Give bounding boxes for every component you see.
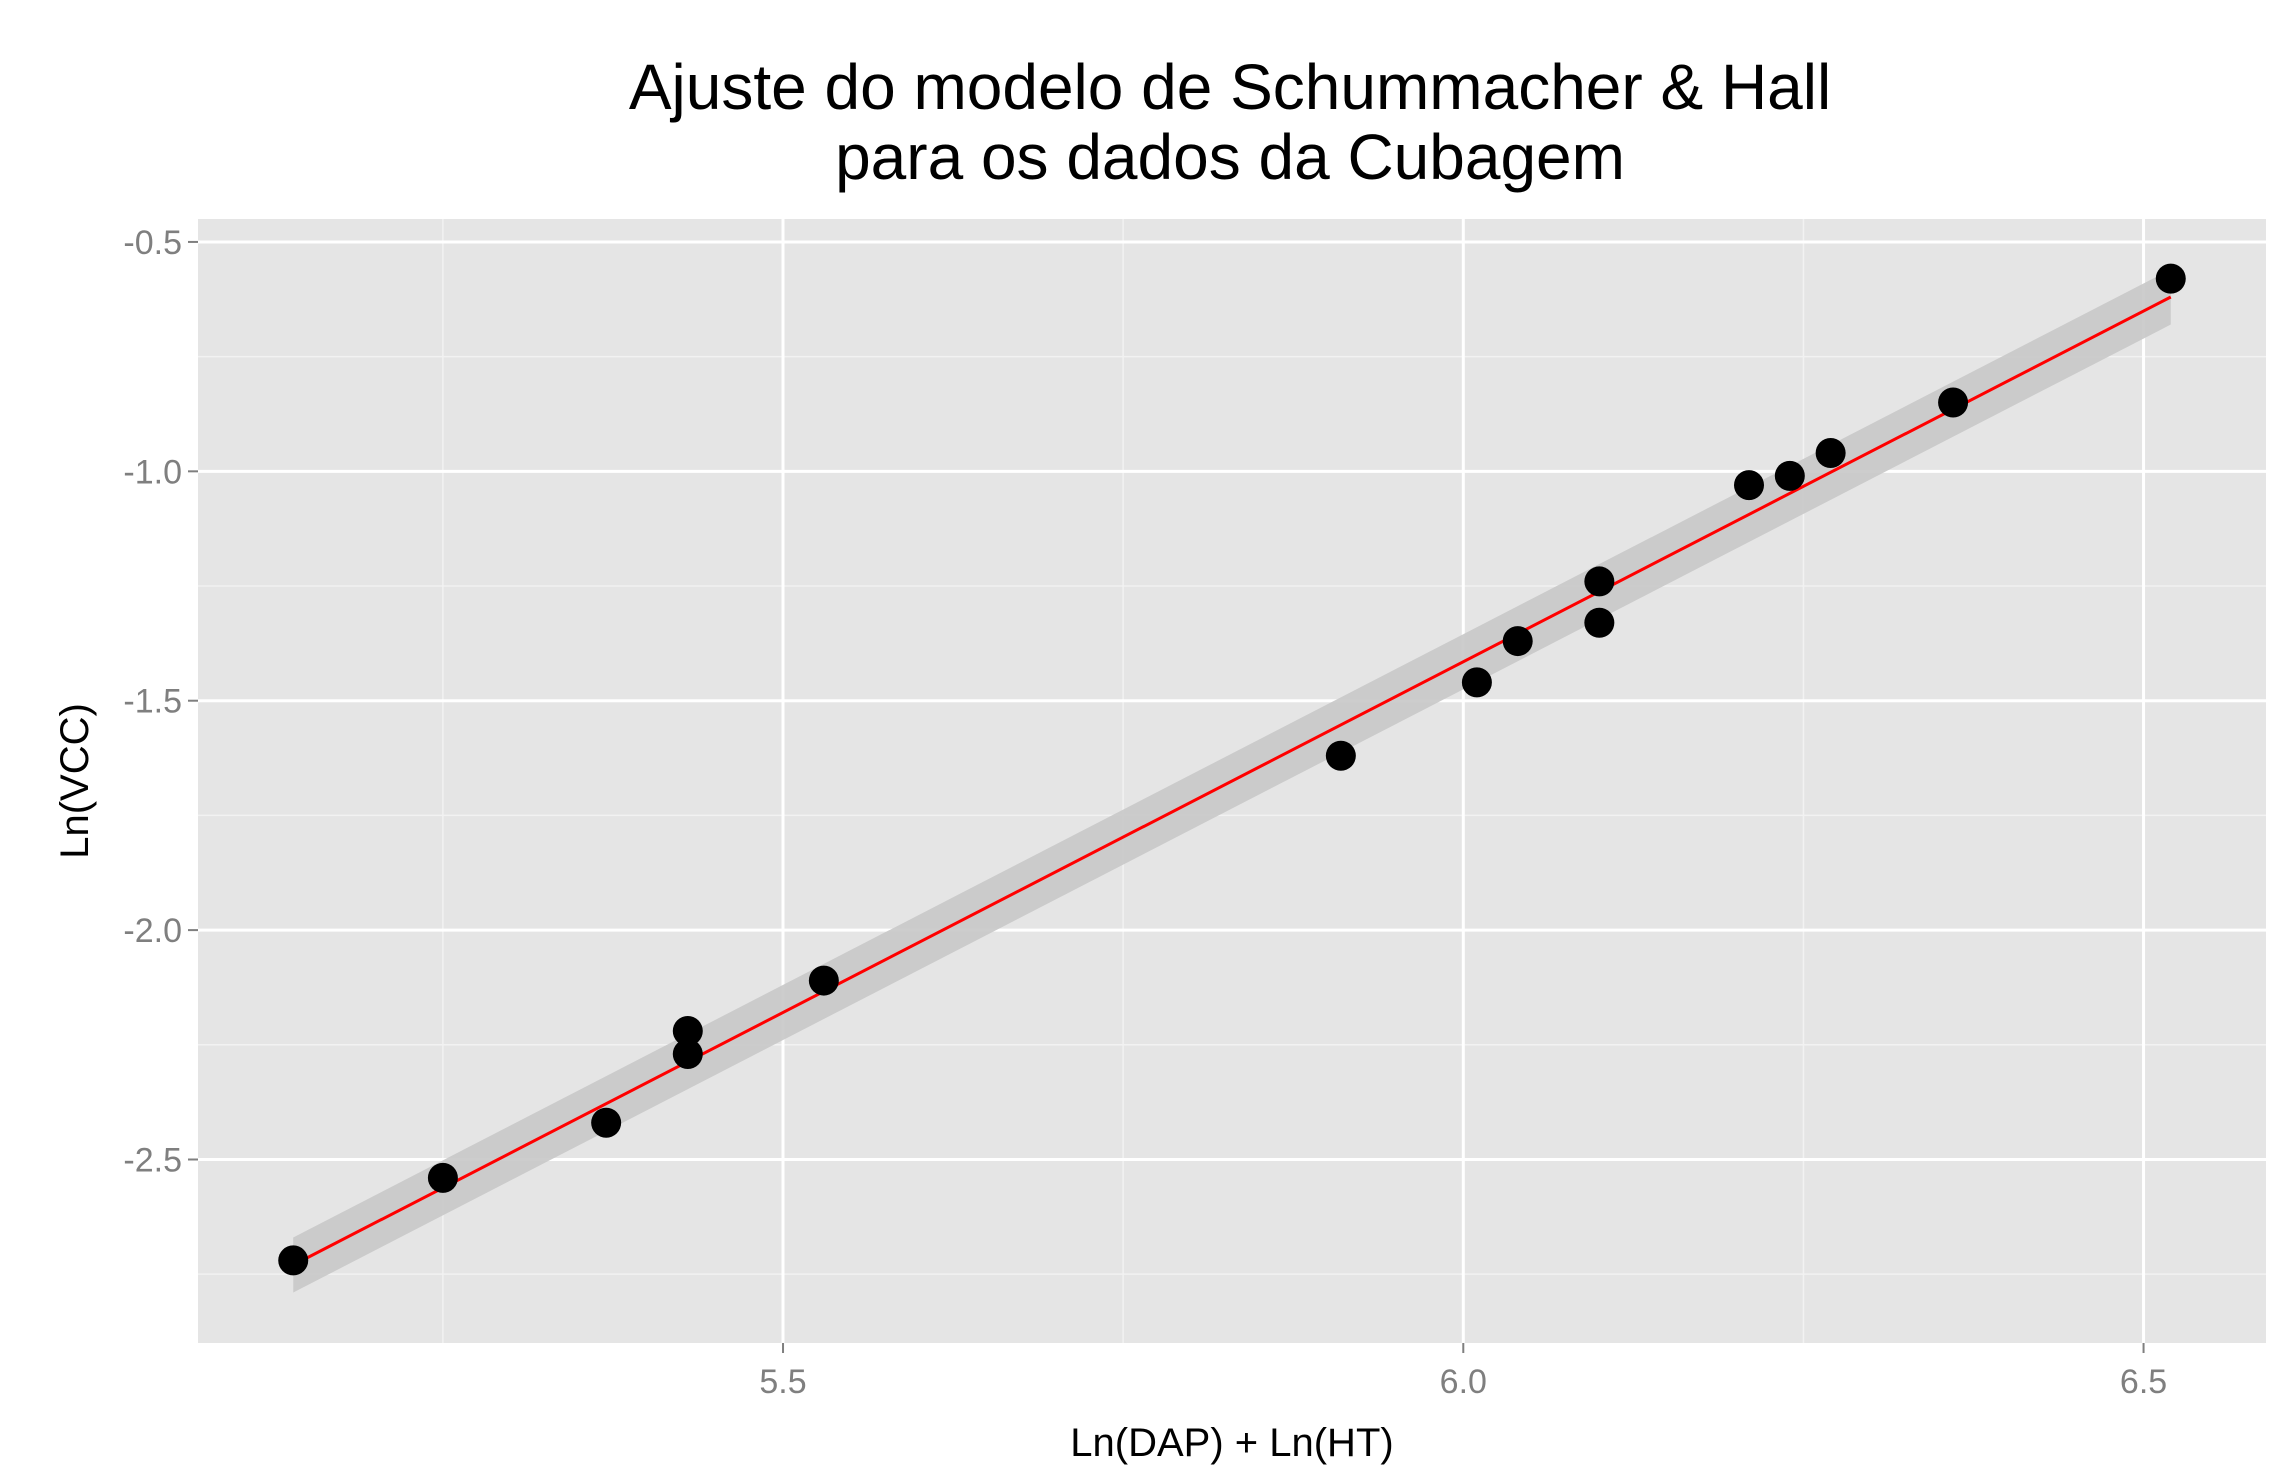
- data-point: [1502, 626, 1533, 657]
- data-point: [1815, 437, 1846, 468]
- data-point: [1938, 387, 1969, 418]
- y-tick-label: -1.5: [123, 683, 182, 721]
- data-point: [808, 965, 839, 996]
- x-tick-label: 5.5: [759, 1363, 806, 1401]
- y-axis-title: Ln(VCC): [53, 703, 97, 859]
- y-tick-label: -0.5: [123, 224, 182, 262]
- minor-gridlines: [198, 219, 2266, 1343]
- x-axis: 5.5 6.0 6.5: [759, 1343, 2167, 1401]
- data-point: [1584, 566, 1615, 597]
- data-point: [1734, 470, 1764, 501]
- chart-title-line-1: Ajuste do modelo de Schummacher & Hall: [628, 51, 1832, 123]
- data-point: [2155, 263, 2186, 294]
- data-point: [1325, 740, 1356, 771]
- regression-line: [292, 295, 2172, 1267]
- x-axis-title: Ln(DAP) + Ln(HT): [1070, 1421, 1393, 1465]
- data-point: [672, 1016, 703, 1047]
- data-point: [1461, 667, 1492, 698]
- major-gridlines: [198, 219, 2266, 1343]
- chart-title: Ajuste do modelo de Schummacher & Hall p…: [200, 52, 2260, 192]
- y-tick-label: -2.0: [123, 912, 182, 950]
- x-tick-label: 6.5: [2120, 1363, 2167, 1401]
- data-points: [278, 263, 2186, 1276]
- data-point: [591, 1107, 622, 1138]
- chart-title-line-2: para os dados da Cubagem: [835, 121, 1625, 193]
- y-tick-label: -1.0: [123, 453, 182, 491]
- data-point: [427, 1162, 458, 1193]
- data-point: [1774, 460, 1805, 491]
- data-point: [278, 1245, 309, 1276]
- data-point: [672, 1038, 703, 1069]
- data-point: [1584, 607, 1615, 638]
- y-tick-label: -2.5: [123, 1141, 182, 1179]
- x-tick-label: 6.0: [1440, 1363, 1487, 1401]
- y-axis: -0.5 -1.0 -1.5 -2.0 -2.5: [123, 224, 198, 1179]
